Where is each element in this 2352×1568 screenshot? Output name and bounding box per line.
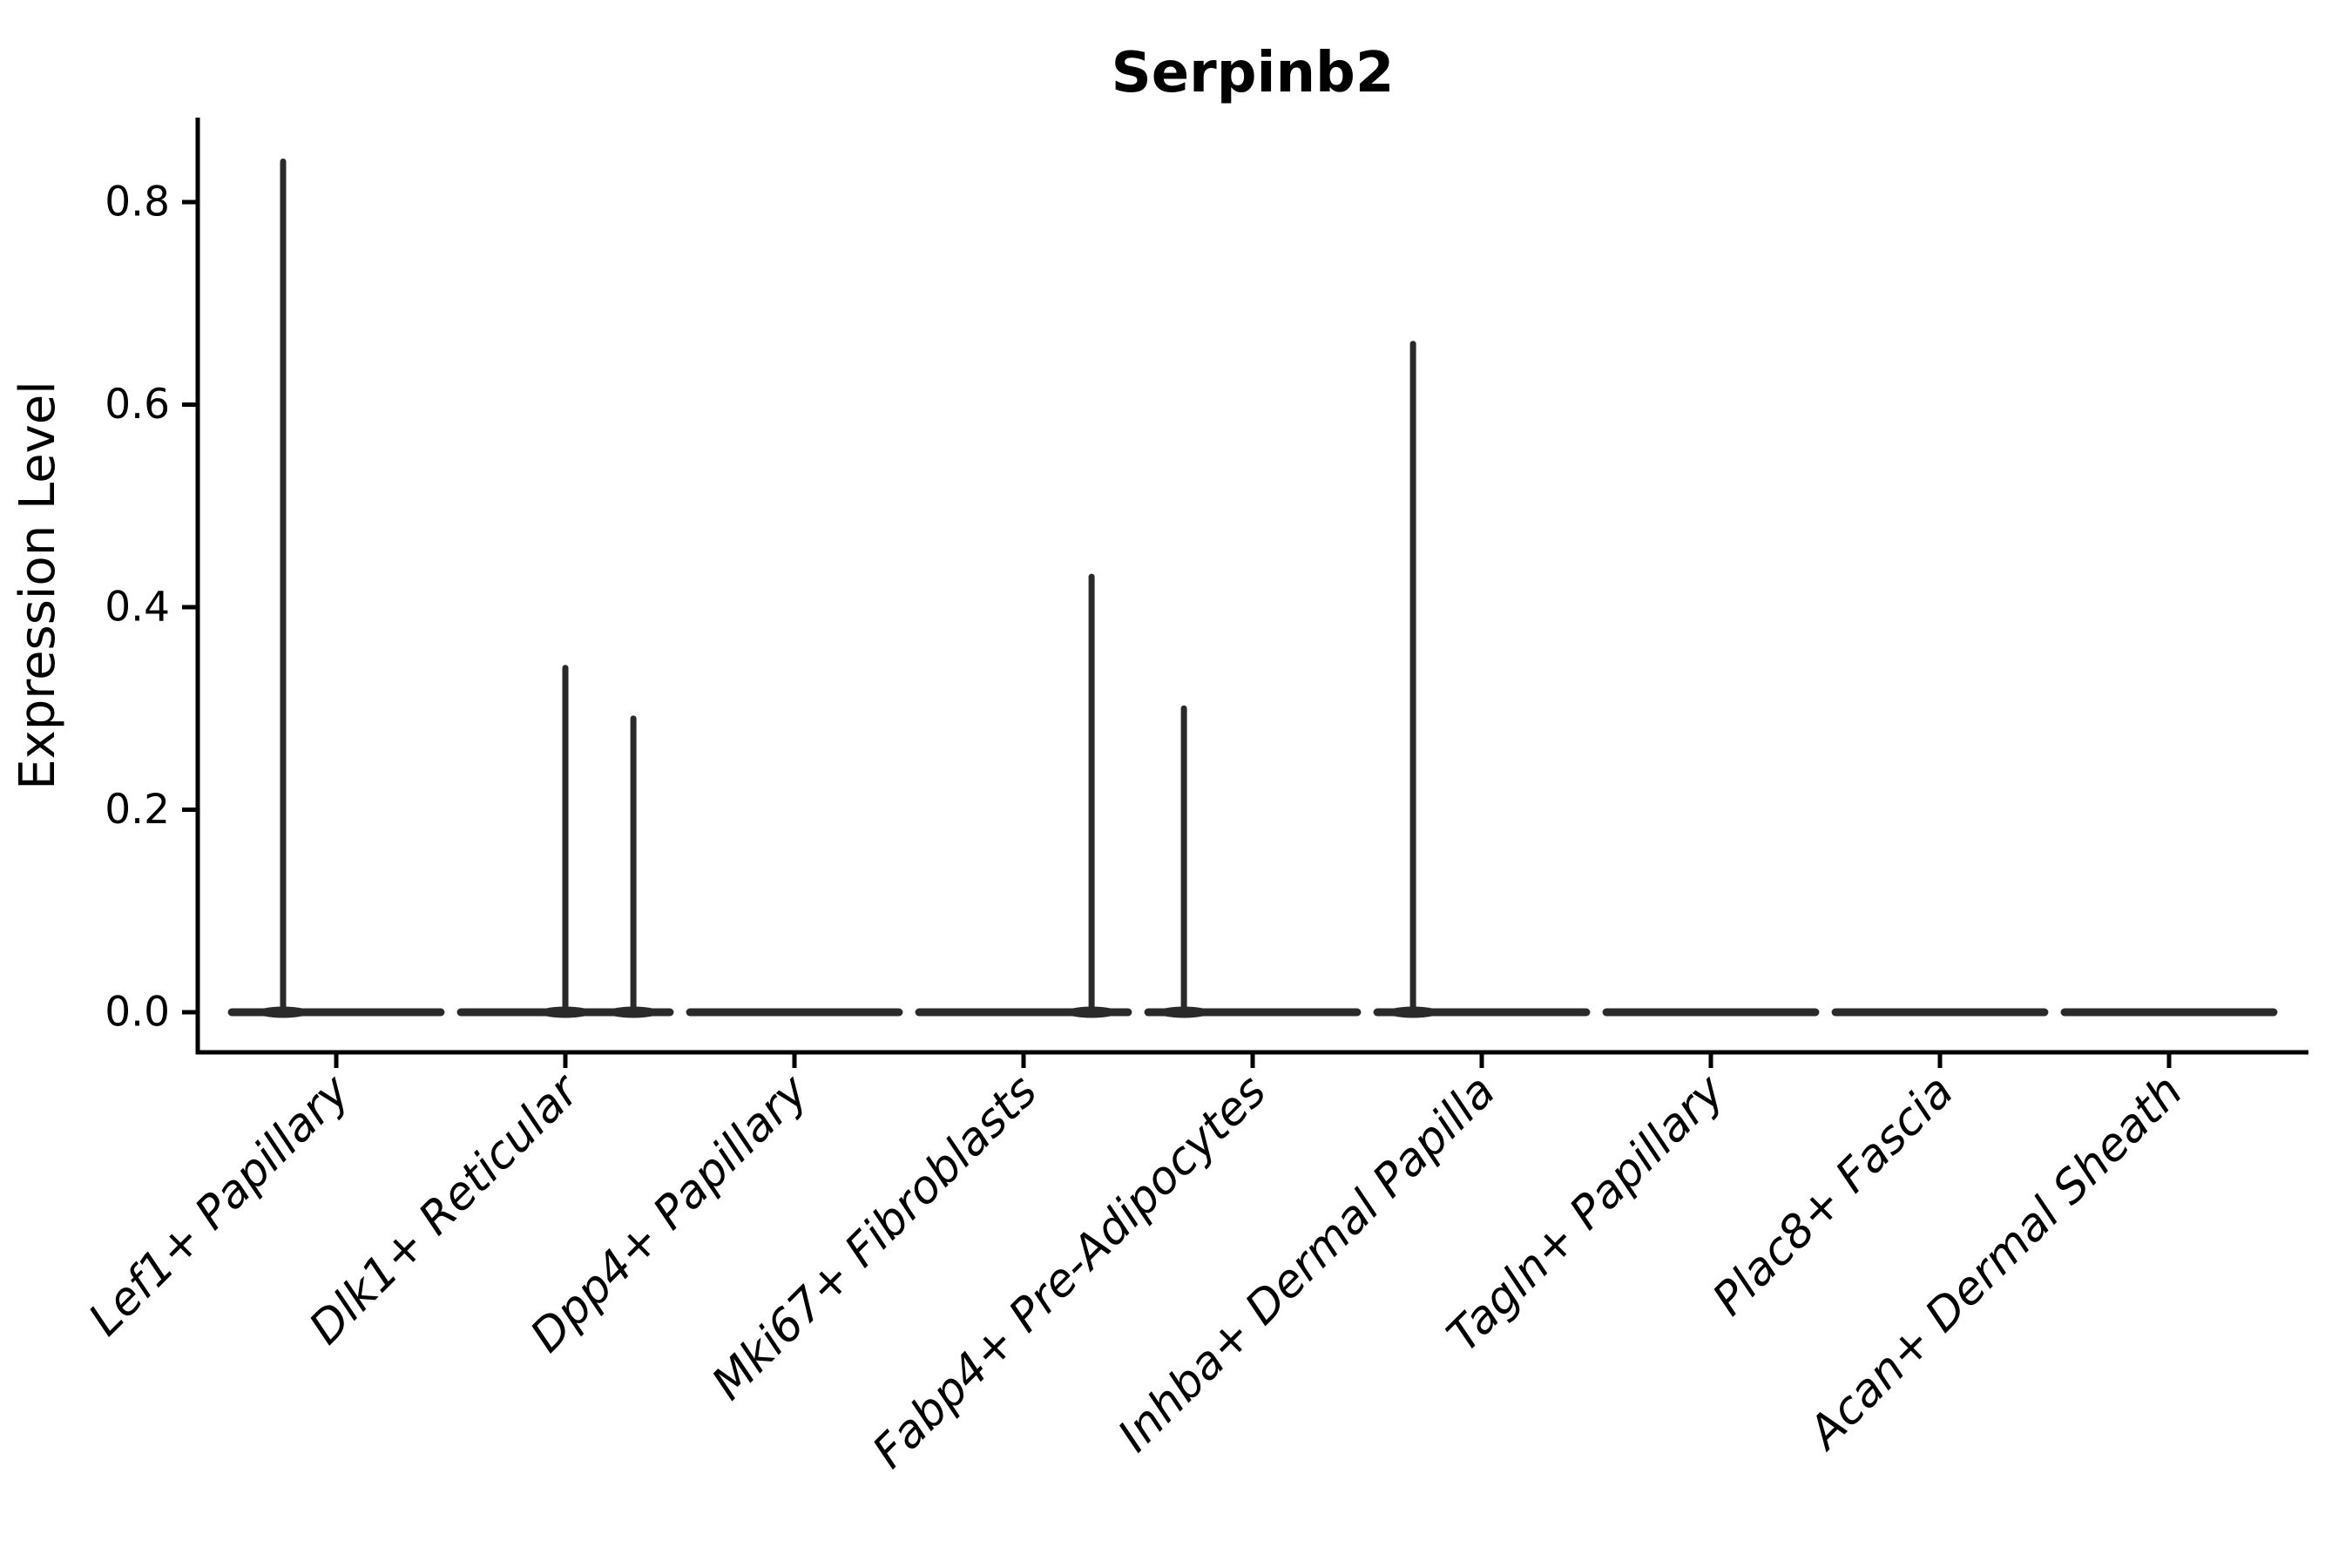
chart-title: Serpinb2 (1112, 41, 1395, 105)
violin (915, 573, 1132, 1018)
violin (1373, 341, 1591, 1018)
x-tick-label: Acan+ Dermal Sheath (1797, 1065, 2193, 1461)
violin (456, 665, 674, 1018)
violins (227, 159, 2278, 1018)
axes (195, 118, 2308, 1055)
y-axis-ticks: 0.0 0.2 0.4 0.6 0.8 (105, 179, 198, 1037)
x-tick-label: Inhba+ Dermal Papilla (1108, 1065, 1505, 1463)
x-tick-label: Fabp4+ Pre-Adipocytes (863, 1065, 1277, 1479)
y-tick-label: 0.0 (105, 989, 170, 1037)
violin (1144, 705, 1362, 1018)
y-axis-label: Expression Level (10, 381, 66, 790)
x-tick-label: Plac8+ Fascia (1703, 1065, 1963, 1326)
y-tick-label: 0.4 (105, 584, 170, 632)
y-tick-label: 0.8 (105, 179, 170, 226)
violin (227, 159, 445, 1018)
y-tick-label: 0.2 (105, 786, 170, 834)
y-tick-label: 0.6 (105, 381, 170, 429)
